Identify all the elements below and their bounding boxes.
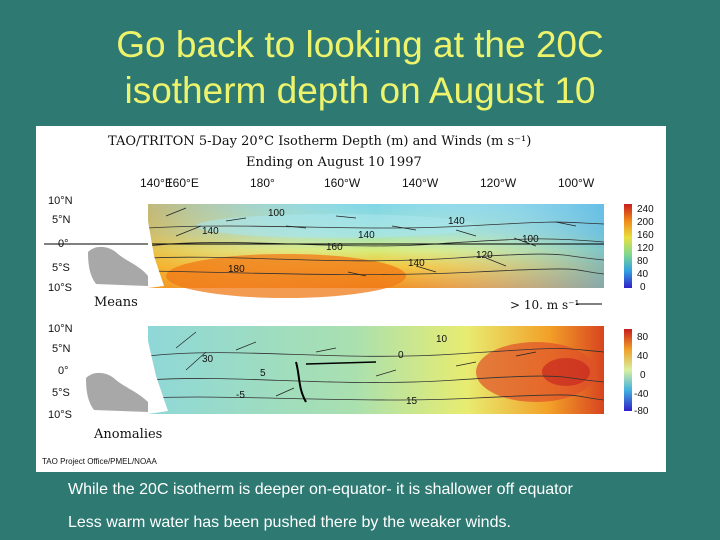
lon-label: 160°W [324,176,361,190]
means-contour-labels: 100 140 140 160 180 140 100 120 140 [202,208,539,275]
lat-label: 5°S [52,262,70,274]
anomalies-wind-vectors [175,331,537,397]
colorbar-tick: -40 [634,389,649,400]
lat-label: 5°S [52,387,70,399]
lon-label: 160°E [166,176,199,190]
contour-label: 15 [406,396,418,407]
contour-label: 140 [448,216,465,227]
colorbar-tick: 80 [637,332,649,343]
means-panel: 100 140 140 160 180 140 100 120 140 [44,195,654,312]
lat-label: 10°S [48,409,72,421]
slide-title-line-1: Go back to looking at the 20C [116,24,604,65]
means-contour [147,268,605,276]
lat-label: 0° [58,365,69,377]
anomalies-zero-contour [305,361,377,365]
anomalies-contour [147,375,605,383]
figure-canvas: TAO/TRITON 5-Day 20°C Isotherm Depth (m)… [42,134,654,466]
contour-label: 10 [436,334,448,345]
lat-label: 10°N [48,195,73,207]
anomalies-label: Anomalies [93,427,162,442]
contour-label: 140 [408,258,425,269]
colorbar-tick: 200 [637,217,654,228]
lat-label: 5°N [52,343,71,355]
slide-title: Go back to looking at the 20C isotherm d… [40,22,680,114]
lon-label: 120°W [480,176,517,190]
anomalies-panel: 30 5 0 10 15 -5 10°N 5°N 0° 5°S 10°S [48,323,649,442]
lat-label: 10°N [48,323,73,335]
means-lat-labels: 10°N 5°N 0° 5°S 10°S [48,195,73,294]
anomalies-colorbar [624,329,632,411]
colorbar-tick: 40 [637,269,649,280]
contour-label: 30 [202,354,214,365]
wind-scale-label: > 10. m s⁻¹ [510,298,579,312]
means-contour [147,253,605,262]
contour-label: 120 [476,250,493,261]
means-contour [147,221,605,229]
coastline-mask [148,221,164,288]
anomalies-contour [147,348,605,357]
means-colorbar-ticks: 240 200 160 120 80 40 0 [637,204,654,293]
means-shallow-region [196,214,476,238]
figure-credit: TAO Project Office/PMEL/NOAA [42,457,158,466]
contour-label: 100 [268,208,285,219]
lat-label: 5°N [52,214,71,226]
contour-label: 100 [522,234,539,245]
contour-label: 180 [228,264,245,275]
figure-title-line-1: TAO/TRITON 5-Day 20°C Isotherm Depth (m)… [108,134,531,149]
lon-label: 140°W [402,176,439,190]
new-guinea-landmass [86,372,148,412]
anomalies-zero-contour [295,361,307,403]
lon-label: 100°W [558,176,595,190]
contour-label: 5 [260,368,266,379]
means-deep-region [166,254,406,298]
contour-label: -5 [236,390,245,401]
anomalies-positive-region [476,342,596,402]
longitude-labels: 140°E 160°E 180° 160°W 140°W 120°W 100°W [140,176,595,190]
lon-label: 140°E [140,176,173,190]
slide-title-line-2: isotherm depth on August 10 [124,70,596,111]
means-colorbar [624,204,632,288]
coastline-mask [148,341,168,414]
contour-label: 0 [398,350,404,361]
colorbar-tick: -80 [634,406,649,417]
colorbar-tick: 120 [637,243,654,254]
contour-label: 160 [326,242,343,253]
colorbar-tick: 160 [637,230,654,241]
colorbar-tick: 40 [637,351,649,362]
colorbar-tick: 80 [637,256,649,267]
anomalies-peak-region [542,358,590,386]
contour-label: 140 [202,226,219,237]
means-label: Means [94,295,138,310]
isotherm-depth-figure: TAO/TRITON 5-Day 20°C Isotherm Depth (m)… [36,126,666,472]
colorbar-tick: 0 [640,282,646,293]
caption-line-2: Less warm water has been pushed there by… [68,514,511,531]
colorbar-tick: 240 [637,204,654,215]
anomalies-contour [147,394,605,401]
means-wind-vectors [165,207,577,277]
lat-label: 0° [58,238,69,250]
lon-label: 180° [250,176,275,190]
anomalies-colorbar-ticks: 80 40 0 -40 -80 [634,332,649,417]
lat-label: 10°S [48,282,72,294]
anomalies-lat-labels: 10°N 5°N 0° 5°S 10°S [48,323,73,421]
anomalies-contour-labels: 30 5 0 10 15 -5 [202,334,448,407]
contour-label: 140 [358,230,375,241]
new-guinea-landmass [88,246,148,286]
colorbar-tick: 0 [640,370,646,381]
figure-title-line-2: Ending on August 10 1997 [246,155,422,170]
caption-line-1: While the 20C isotherm is deeper on-equa… [68,481,573,498]
means-contour [147,238,605,247]
